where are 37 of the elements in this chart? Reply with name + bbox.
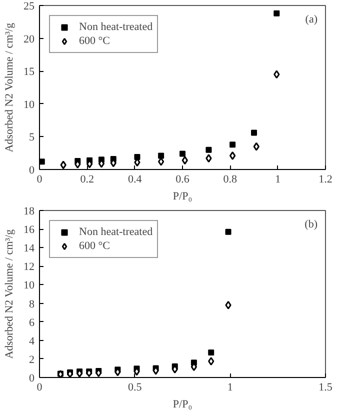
y-tick-label: 12	[24, 261, 34, 274]
x-tick-label: 0.8	[223, 174, 238, 186]
y-tick-label: 18	[24, 206, 35, 218]
y-tick-label: 0	[29, 372, 35, 384]
annotation: (a)	[305, 14, 318, 26]
y-tick-label: 2	[29, 354, 34, 366]
legend-label: Non heat-treated	[79, 20, 153, 34]
x-tick-label: 0	[36, 174, 43, 186]
x-tick-label: 1.5	[318, 382, 333, 394]
x-axis-title: P/P₀	[172, 398, 192, 410]
legend-label: 600 °C	[79, 34, 110, 48]
x-tick-label: 0.5	[128, 382, 142, 394]
y-tick-label: 20	[24, 33, 35, 46]
y-tick-label: 10	[24, 280, 35, 292]
y-tick-label: 15	[24, 66, 35, 78]
y-tick-label: 25	[24, 0, 35, 12]
y-axis-title: Adsorbed N2 Volume / cm³/g	[4, 228, 16, 359]
y-tick-label: 0	[29, 164, 35, 176]
x-tick-label: 1	[227, 382, 233, 394]
legend-label: Non heat-treated	[79, 225, 153, 239]
y-tick-label: 10	[24, 98, 35, 111]
y-tick-label: 8	[29, 298, 35, 310]
x-axis-title: P/P₀	[172, 190, 192, 202]
y-tick-label: 6	[29, 316, 35, 329]
x-tick-label: 0	[36, 382, 43, 394]
x-tick-label: 0.2	[80, 174, 94, 186]
x-tick-label: 0.6	[176, 174, 190, 186]
y-tick-label: 16	[24, 224, 35, 236]
y-tick-label: 4	[29, 335, 35, 348]
y-axis-title: Adsorbed N2 Volume / cm³/g	[4, 22, 16, 152]
x-tick-label: 0.4	[128, 174, 142, 186]
y-tick-label: 14	[24, 242, 35, 255]
y-tick-label: 5	[29, 132, 35, 144]
legend-label: 600 °C	[79, 239, 110, 253]
x-tick-label: 1.2	[318, 174, 332, 186]
annotation: (b)	[304, 218, 318, 230]
x-tick-label: 1	[275, 174, 281, 186]
